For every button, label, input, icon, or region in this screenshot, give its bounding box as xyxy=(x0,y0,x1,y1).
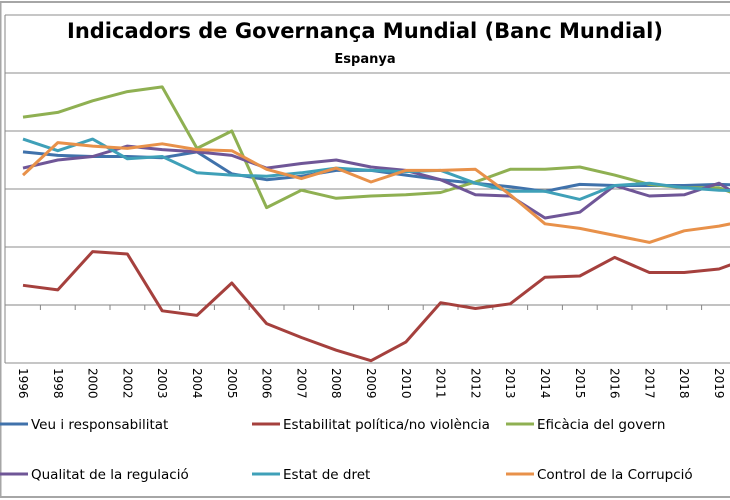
x-tick-label: 2019 xyxy=(712,368,726,399)
legend-item: Eficàcia del govern xyxy=(506,417,665,433)
legend-label: Estat de dret xyxy=(283,467,370,483)
x-tick-label: 2017 xyxy=(642,368,656,399)
legend-label: Eficàcia del govern xyxy=(537,417,665,433)
series-line-1 xyxy=(22,250,730,363)
x-tick-label: 2002 xyxy=(120,368,134,399)
legend-label: Estabilitat política/no violència xyxy=(283,417,490,433)
x-tick-label: 1996 xyxy=(16,368,30,399)
series-line-5 xyxy=(21,141,730,244)
x-tick-label: 2006 xyxy=(260,368,274,399)
x-tick-label: 2010 xyxy=(399,368,413,399)
legend-item: Estabilitat política/no violència xyxy=(252,417,490,433)
x-tick-label: 2009 xyxy=(364,368,378,399)
x-tick-label: 2014 xyxy=(538,368,552,399)
legend-label: Qualitat de la regulació xyxy=(31,467,189,483)
series-line-2 xyxy=(22,85,730,210)
x-axis: 1996 1998 2000 2002 2003 2004 2005 2006 2007 2008… xyxy=(5,304,730,399)
x-tick-label: 2012 xyxy=(468,368,482,399)
chart-subtitle: Espanya xyxy=(334,52,395,67)
x-tick-label: 2004 xyxy=(190,368,204,399)
x-tick-label: 2008 xyxy=(329,368,343,399)
legend-label: Control de la Corrupció xyxy=(537,467,693,483)
x-tick-label: 2016 xyxy=(608,368,622,399)
legend-label: Veu i responsabilitat xyxy=(31,417,168,433)
x-tick-label: 2005 xyxy=(225,368,239,399)
series-line-4 xyxy=(22,137,730,201)
legend-item: Estat de dret xyxy=(252,467,370,483)
legend-item: Veu i responsabilitat xyxy=(0,417,168,433)
x-tick-label: 2015 xyxy=(573,368,587,399)
legend-item: Control de la Corrupció xyxy=(506,467,693,483)
x-tick-label: 2007 xyxy=(294,368,308,399)
legend-item: Qualitat de la regulació xyxy=(0,467,189,483)
series-line-3 xyxy=(22,144,730,220)
x-tick-label: 1998 xyxy=(51,368,65,399)
series-lines xyxy=(21,85,730,363)
x-tick-label: 2018 xyxy=(677,368,691,399)
x-tick-label: 2013 xyxy=(503,368,517,399)
chart-title: Indicadors de Governança Mundial (Banc M… xyxy=(67,19,663,43)
legend: Veu i responsabilitat Estabilitat polític… xyxy=(0,417,693,483)
x-tick-label: 2003 xyxy=(155,368,169,399)
x-tick-label: 2000 xyxy=(86,368,100,399)
x-tick-label: 2011 xyxy=(434,368,448,399)
